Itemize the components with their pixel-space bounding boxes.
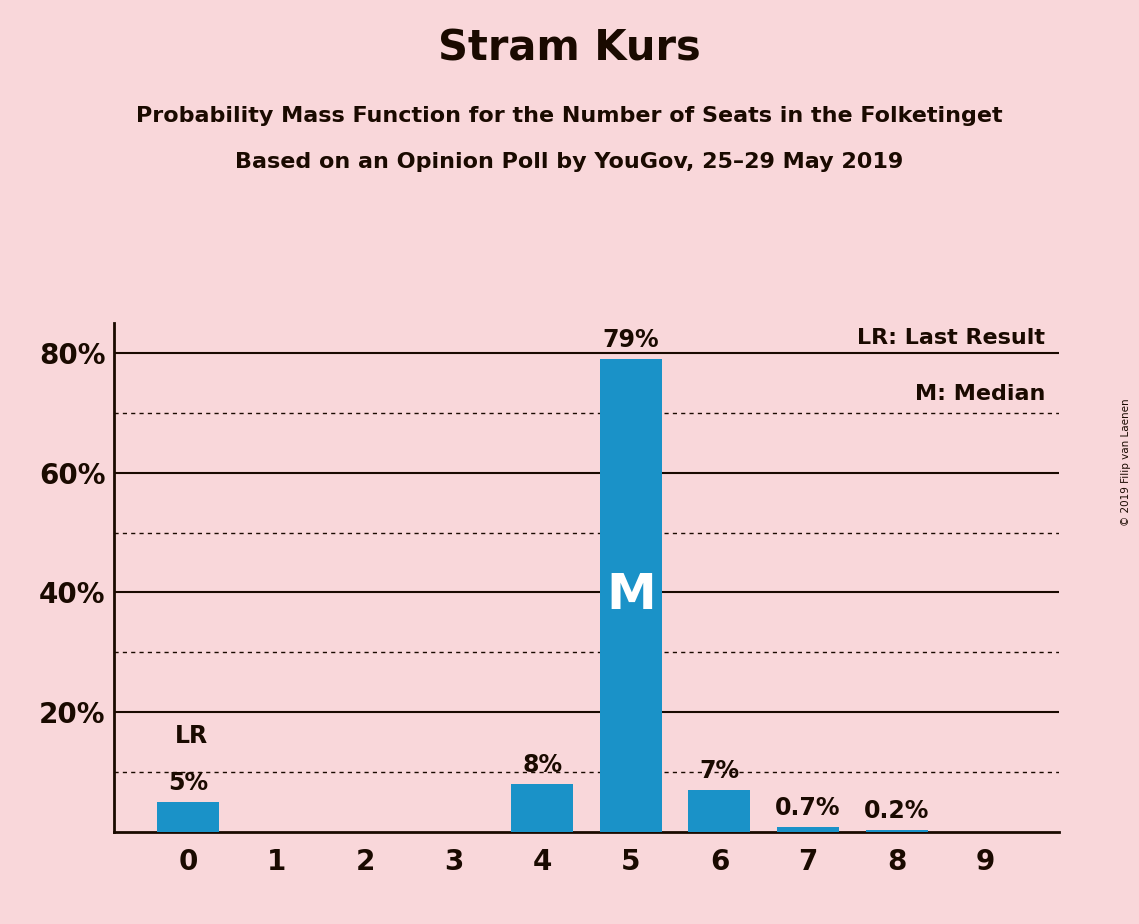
Text: M: Median: M: Median xyxy=(915,384,1046,405)
Bar xyxy=(157,802,219,832)
Text: Probability Mass Function for the Number of Seats in the Folketinget: Probability Mass Function for the Number… xyxy=(137,106,1002,127)
Bar xyxy=(511,784,573,832)
Text: 5%: 5% xyxy=(167,771,208,795)
Text: © 2019 Filip van Laenen: © 2019 Filip van Laenen xyxy=(1121,398,1131,526)
Text: 0.2%: 0.2% xyxy=(865,799,929,823)
Bar xyxy=(600,359,662,832)
Text: 8%: 8% xyxy=(522,752,563,776)
Text: 79%: 79% xyxy=(603,328,659,352)
Text: LR: Last Result: LR: Last Result xyxy=(857,328,1046,348)
Text: 7%: 7% xyxy=(699,759,739,783)
Text: 0.7%: 0.7% xyxy=(776,796,841,821)
Text: Based on an Opinion Poll by YouGov, 25–29 May 2019: Based on an Opinion Poll by YouGov, 25–2… xyxy=(236,152,903,173)
Bar xyxy=(866,831,927,832)
Text: Stram Kurs: Stram Kurs xyxy=(439,28,700,69)
Bar xyxy=(688,790,751,832)
Bar xyxy=(777,827,839,832)
Text: LR: LR xyxy=(174,723,207,748)
Text: M: M xyxy=(606,571,656,619)
